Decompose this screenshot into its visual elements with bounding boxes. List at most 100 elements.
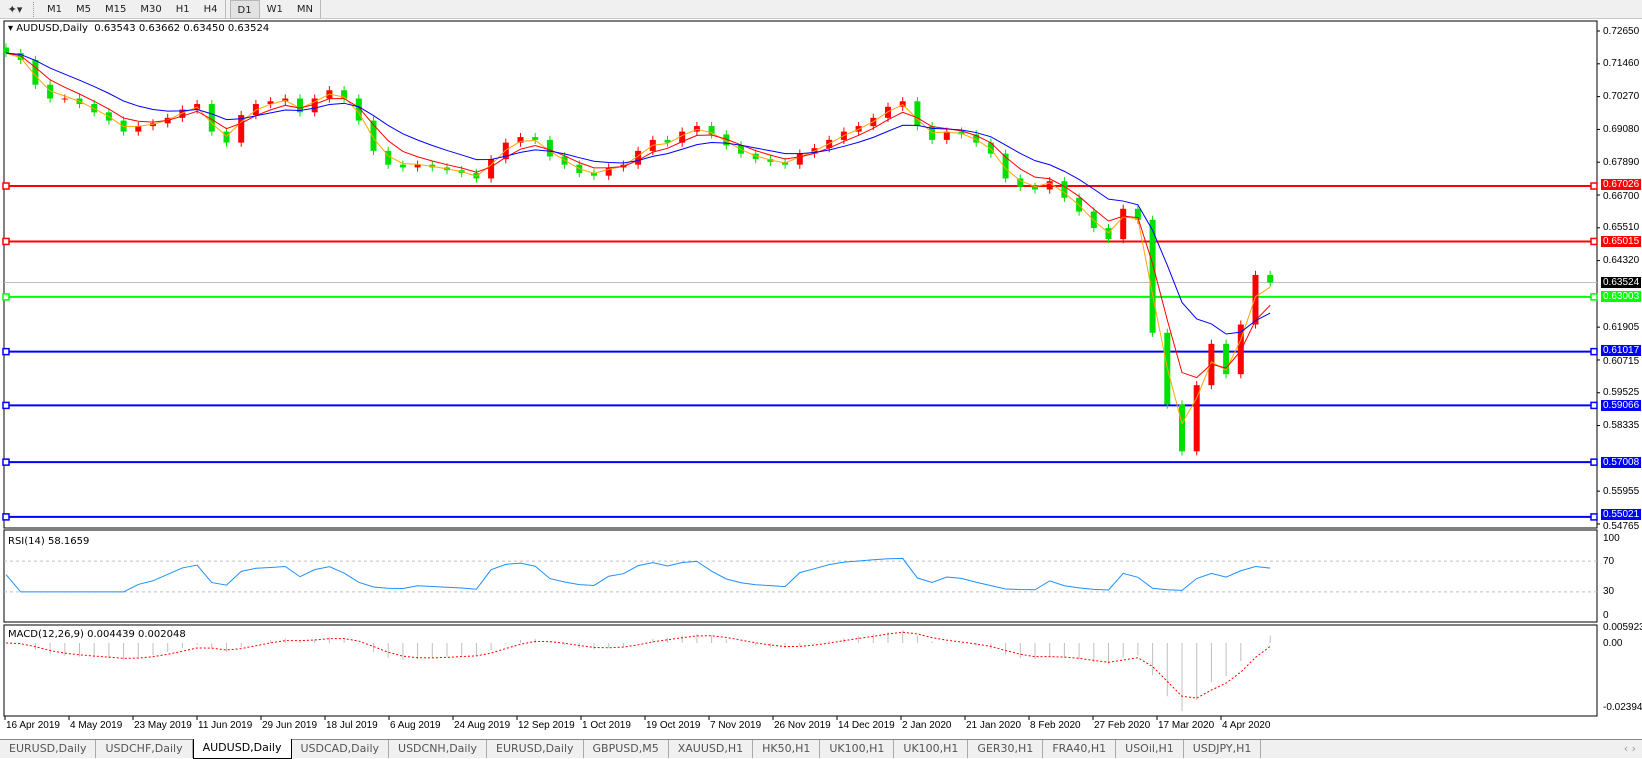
chart-tab[interactable]: HK50,H1 — [753, 740, 821, 758]
level-handle — [1590, 401, 1598, 410]
candle — [1105, 228, 1112, 240]
candle — [723, 134, 730, 146]
main-pane — [3, 20, 1598, 529]
timeframe-m1[interactable]: M1 — [47, 3, 62, 15]
timeframe-w1[interactable]: W1 — [266, 3, 283, 15]
chart-tab[interactable]: USOil,H1 — [1116, 740, 1184, 758]
price-tick-label: 0.71460 — [1603, 58, 1640, 70]
timeframe-toolbar: ✦▾ M1 M5 M15 M30 H1 H4 D1 W1 MN — [0, 0, 1642, 19]
macd-tick-label: 0.00 — [1603, 637, 1623, 649]
timeframe-mn[interactable]: MN — [296, 3, 313, 15]
timeframe-m5[interactable]: M5 — [76, 3, 91, 15]
candle — [1267, 274, 1274, 283]
timeframe-h4[interactable]: H4 — [203, 3, 218, 15]
chart-tab[interactable]: UK100,H1 — [894, 740, 969, 758]
price-tick-label: 0.70270 — [1603, 91, 1640, 103]
chart-canvas[interactable] — [0, 19, 1642, 739]
ma-mid-line — [5, 52, 1271, 379]
price-tick-label: 0.66700 — [1603, 190, 1640, 202]
tab-scroll-arrows[interactable]: ‹ › — [1623, 742, 1636, 755]
candle — [17, 53, 24, 60]
timeframe-d1[interactable]: D1 — [229, 0, 260, 19]
macd-tick-label: -0.023944 — [1603, 701, 1642, 713]
price-tick-label: 0.58335 — [1603, 420, 1640, 432]
level-handle — [1590, 347, 1598, 356]
chart-tab[interactable]: UK100,H1 — [820, 740, 895, 758]
candle — [32, 59, 39, 85]
candle — [355, 98, 362, 121]
chart-tab[interactable]: USDCAD,Daily — [292, 740, 390, 758]
candle — [3, 47, 9, 54]
ma-fast-line — [5, 52, 1271, 425]
chart-tab[interactable]: GER30,H1 — [968, 740, 1044, 758]
timeframe-m30[interactable]: M30 — [140, 3, 162, 15]
price-tick-label: 0.61905 — [1603, 321, 1640, 333]
rsi-tick-label: 100 — [1603, 532, 1620, 544]
date-label: 4 Apr 2020 — [1222, 720, 1271, 731]
level-handle — [2, 513, 10, 521]
candle — [708, 126, 715, 135]
timeframe-group: M1 M5 M15 M30 H1 H4 — [40, 0, 226, 19]
level-handle — [1590, 237, 1598, 246]
chart-tab[interactable]: USDJPY,H1 — [1184, 740, 1262, 758]
date-label: 21 Jan 2020 — [966, 720, 1022, 731]
candle — [1076, 197, 1083, 212]
date-label: 12 Sep 2019 — [518, 720, 575, 731]
date-label: 26 Nov 2019 — [774, 720, 831, 731]
timeframe-m15[interactable]: M15 — [105, 3, 127, 15]
toolbar-grip — [33, 1, 37, 17]
date-label: 19 Oct 2019 — [646, 720, 701, 731]
chart-tab[interactable]: AUDUSD,Daily — [192, 739, 292, 759]
chart-tab[interactable]: FRA40,H1 — [1043, 740, 1117, 758]
date-label: 8 Feb 2020 — [1030, 720, 1081, 731]
date-label: 1 Oct 2019 — [582, 720, 631, 731]
level-handle — [1590, 182, 1598, 190]
date-label: 7 Nov 2019 — [710, 720, 762, 731]
level-price-label: 0.67026 — [1601, 179, 1642, 191]
date-label: 16 Apr 2019 — [6, 720, 60, 731]
date-label: 4 May 2019 — [70, 720, 123, 731]
candle — [385, 150, 392, 165]
candle — [1120, 208, 1127, 240]
date-label: 14 Dec 2019 — [838, 720, 895, 731]
timeframe-h1[interactable]: H1 — [175, 3, 190, 15]
level-price-label: 0.55021 — [1601, 509, 1642, 521]
rsi-line — [5, 557, 1271, 593]
price-tick-label: 0.54765 — [1603, 520, 1640, 532]
candle — [238, 115, 245, 143]
draw-tools-icon[interactable]: ✦▾ — [7, 2, 23, 16]
chart-tab[interactable]: USDCHF,Daily — [96, 740, 193, 758]
chart-tabs: EURUSD,Daily USDCHF,Daily AUDUSD,Daily USDC… — [0, 739, 1642, 759]
candle — [1002, 153, 1009, 179]
candle — [767, 159, 774, 162]
candle — [488, 159, 495, 179]
level-price-label: 0.63003 — [1601, 291, 1642, 303]
candle — [1237, 324, 1244, 375]
candle — [1134, 208, 1141, 220]
candle — [679, 131, 686, 143]
price-tick-label: 0.64320 — [1603, 255, 1640, 267]
candle — [635, 150, 642, 165]
date-label: 2 Jan 2020 — [902, 720, 952, 731]
chart-tab[interactable]: EURUSD,Daily — [487, 740, 584, 758]
price-tick-label: 0.72650 — [1603, 25, 1640, 37]
candle — [267, 101, 274, 105]
chart-tab[interactable]: EURUSD,Daily — [0, 740, 97, 758]
chart-header: ▾ AUDUSD,Daily 0.63543 0.63662 0.63450 0… — [8, 23, 270, 34]
date-label: 27 Feb 2020 — [1094, 720, 1151, 731]
candle — [914, 101, 921, 127]
candle — [341, 90, 348, 99]
candle — [532, 137, 539, 140]
candle — [223, 131, 230, 143]
candle — [943, 131, 950, 140]
candle — [502, 142, 509, 160]
chart-tab[interactable]: XAUUSD,H1 — [669, 740, 754, 758]
chart-tab[interactable]: GBPUSD,M5 — [584, 740, 669, 758]
level-handle — [2, 237, 10, 246]
candle — [1061, 181, 1068, 198]
chart-tab[interactable]: USDCNH,Daily — [389, 740, 488, 758]
candle — [1223, 343, 1230, 375]
level-handle — [1590, 293, 1598, 301]
macd-tick-label: 0.005923 — [1603, 621, 1642, 633]
candle — [47, 84, 54, 99]
